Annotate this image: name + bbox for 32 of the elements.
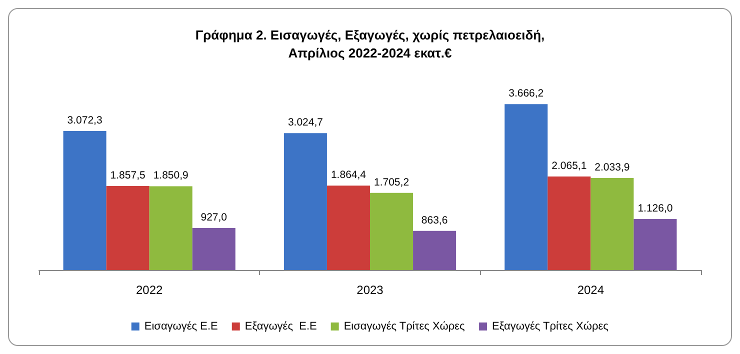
data-label: 863,6 [421,214,448,226]
bar [326,186,370,270]
bar [413,230,456,270]
bar [106,186,150,270]
data-label: 2.033,9 [594,161,630,174]
bar [284,133,327,270]
x-tick-label: 2024 [577,283,604,297]
bar [548,176,591,270]
data-label: 1.850,9 [153,170,189,182]
data-label: 3.666,2 [508,88,544,100]
x-tick-label: 2023 [356,283,384,297]
chart-title: Γράφημα 2. Εισαγωγές, Εξαγωγές, χωρίς πετρελαιοειδή, Απρίλιος 2022-2024 εκατ.€ [195,28,545,60]
legend-label: Εξαγωγές Τρίτες Χώρες [492,320,608,332]
data-label: 1.705,2 [374,176,410,188]
bar [149,186,192,270]
data-label: 3.072,3 [67,114,102,126]
data-label: 1.857,5 [110,169,146,182]
bar [63,130,106,270]
data-label: 1.864,4 [330,169,366,182]
bar [590,178,634,270]
data-label: 2.065,1 [552,160,587,172]
data-label: 1.126,0 [638,202,673,215]
x-tick-label: 2022 [136,283,164,297]
bar [634,219,677,270]
bar [504,104,548,270]
legend-label: Εισαγωγές Τρίτες Χώρες [344,320,465,332]
legend-label: Εξαγωγές Ε.Ε [244,320,317,332]
bar [370,192,414,270]
data-label: 3.024,7 [288,116,324,129]
data-label: 927,0 [200,212,228,224]
legend-label: Εισαγωγές Ε.Ε [144,320,218,332]
bar [192,228,236,270]
